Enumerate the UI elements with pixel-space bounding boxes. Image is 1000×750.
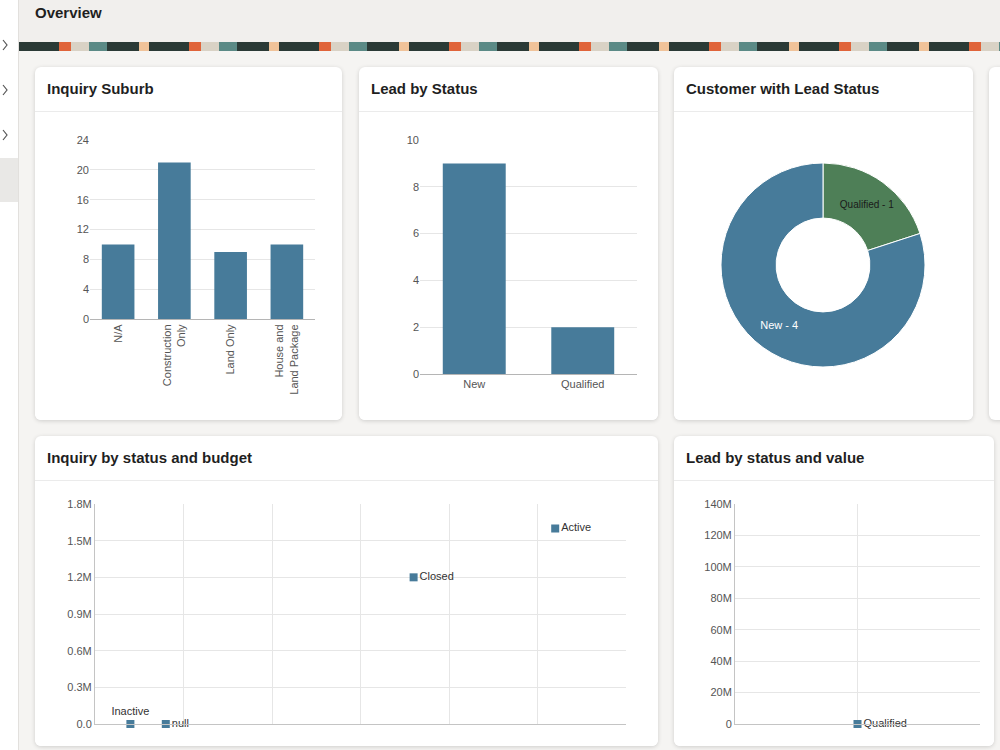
- svg-text:12: 12: [77, 223, 89, 235]
- svg-text:8: 8: [413, 181, 419, 193]
- svg-text:100M: 100M: [704, 561, 732, 573]
- svg-text:Qualified: Qualified: [561, 378, 604, 390]
- html-text:Customer with Lead Status: Customer with Lead Status: [686, 80, 880, 97]
- svg-text:1.8M: 1.8M: [67, 498, 91, 510]
- html-text:Overview: Overview: [35, 4, 102, 21]
- svg-text:0: 0: [413, 368, 419, 380]
- svg-text:8: 8: [83, 253, 89, 265]
- svg-text:0.6M: 0.6M: [67, 645, 91, 657]
- svg-text:0.3M: 0.3M: [67, 681, 91, 693]
- svg-text:6: 6: [413, 227, 419, 239]
- svg-text:Qualified - 1: Qualified - 1: [840, 199, 894, 210]
- svg-text:60M: 60M: [710, 624, 731, 636]
- svg-text:1.2M: 1.2M: [67, 571, 91, 583]
- svg-text:0: 0: [83, 313, 89, 325]
- svg-text:120M: 120M: [704, 529, 732, 541]
- svg-text:Land Only: Land Only: [224, 324, 236, 375]
- svg-text:20: 20: [77, 164, 89, 176]
- svg-text:4: 4: [413, 274, 419, 286]
- svg-text:4: 4: [83, 283, 89, 295]
- svg-text:80M: 80M: [710, 592, 731, 604]
- svg-text:40M: 40M: [710, 655, 731, 667]
- html-text:Inquiry Suburb: Inquiry Suburb: [47, 80, 154, 97]
- svg-text:2: 2: [413, 321, 419, 333]
- svg-text:24: 24: [77, 134, 89, 146]
- svg-text:20M: 20M: [710, 686, 731, 698]
- svg-text:16: 16: [77, 194, 89, 206]
- svg-text:Inactive: Inactive: [111, 705, 149, 717]
- svg-text:New - 4: New - 4: [760, 319, 798, 331]
- html-text:Inquiry by status and budget: Inquiry by status and budget: [47, 449, 252, 466]
- svg-text:0: 0: [726, 718, 732, 730]
- svg-text:0.0: 0.0: [77, 718, 92, 730]
- svg-text:Qualified: Qualified: [864, 717, 907, 729]
- svg-text:ConstructionOnly: ConstructionOnly: [161, 324, 187, 386]
- svg-text:N/A: N/A: [112, 324, 124, 343]
- svg-text:1.5M: 1.5M: [67, 535, 91, 547]
- html-text:Lead by status and value: Lead by status and value: [686, 449, 865, 466]
- svg-text:null: null: [172, 717, 189, 729]
- html-text:Lead by Status: Lead by Status: [371, 80, 478, 97]
- svg-text:0.9M: 0.9M: [67, 608, 91, 620]
- svg-text:House andLand Package: House andLand Package: [273, 324, 299, 394]
- svg-text:Active: Active: [561, 521, 591, 533]
- svg-text:Closed: Closed: [420, 570, 454, 582]
- svg-text:10: 10: [407, 134, 419, 146]
- svg-text:New: New: [463, 378, 485, 390]
- svg-text:140M: 140M: [704, 498, 732, 510]
